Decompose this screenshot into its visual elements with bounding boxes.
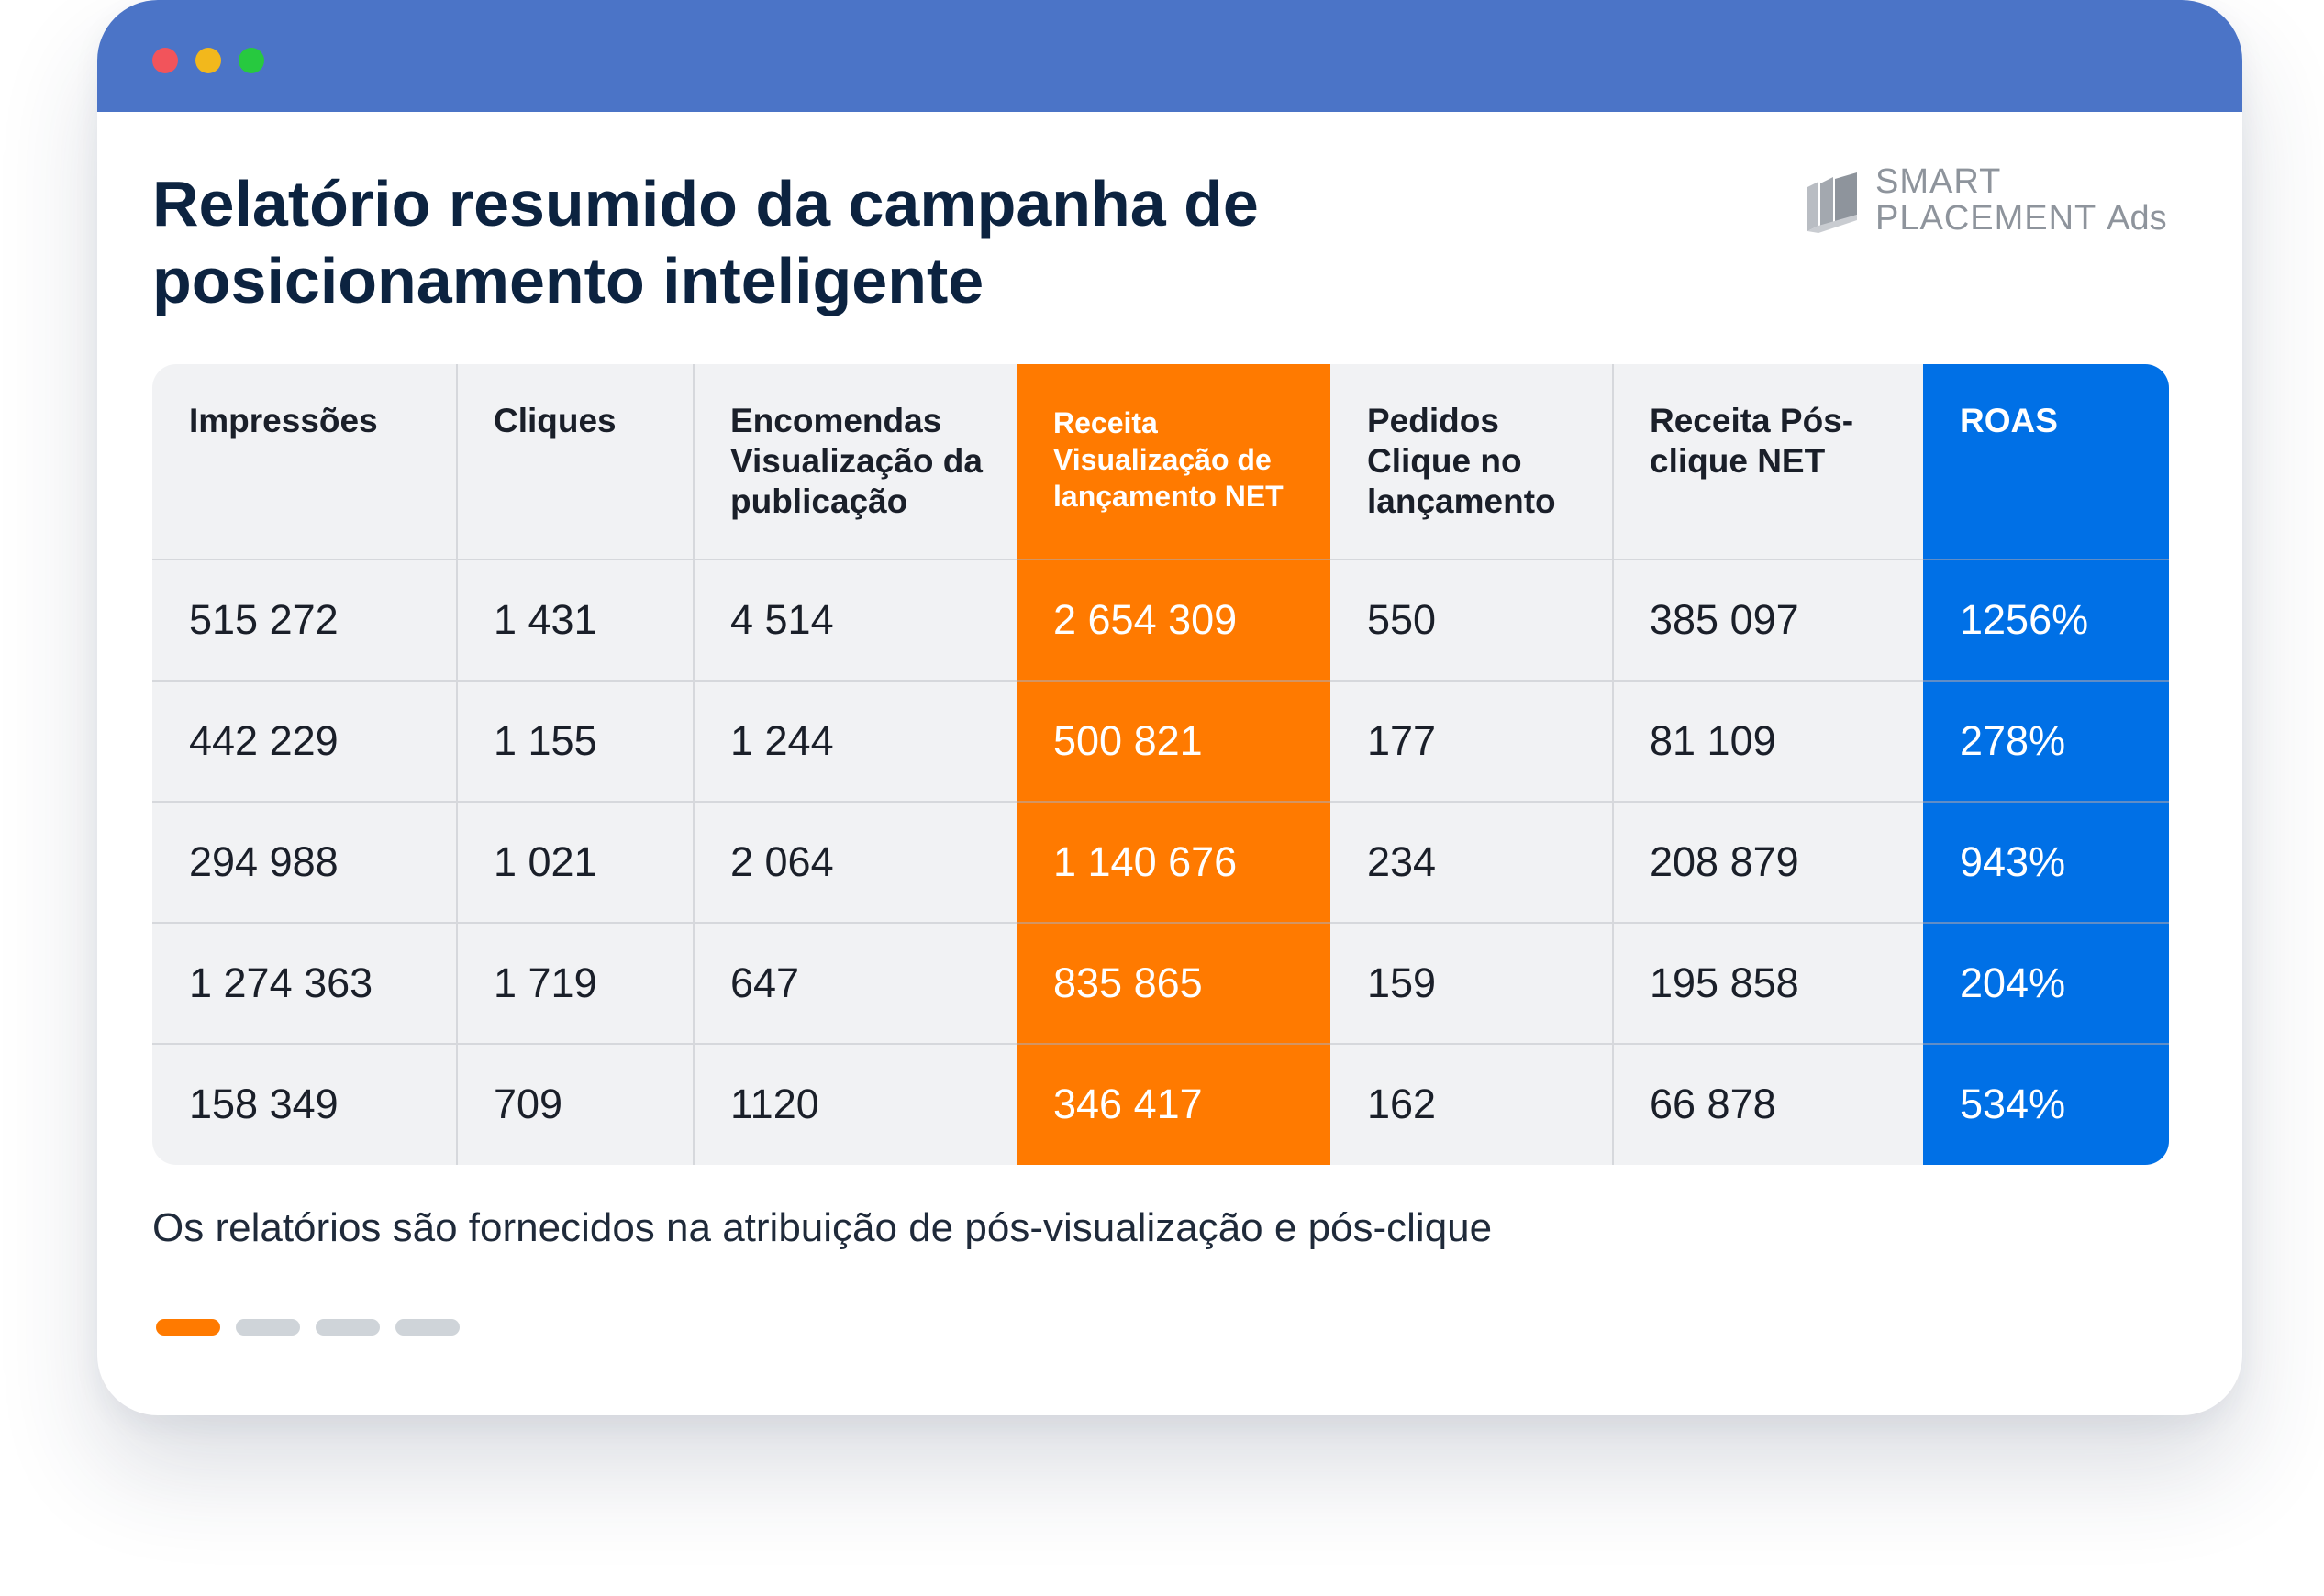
- row-divider-highlight: [1017, 680, 1330, 682]
- column-header: Encomendas Visualização da publicação: [730, 402, 983, 520]
- table-cell: 1 140 676: [1053, 838, 1238, 885]
- table-cell: 294 988: [189, 838, 339, 885]
- table-cell: 158 349: [189, 1081, 339, 1127]
- logo-line-2-main: PLACEMENT: [1875, 199, 2096, 238]
- table-cell: 1 155: [494, 717, 597, 764]
- row-divider-highlight: [1017, 1043, 1330, 1045]
- row-divider-highlight: [1923, 559, 2169, 560]
- table-cell: 1 431: [494, 596, 597, 643]
- table-cell: 278%: [1960, 717, 2066, 764]
- row-divider-highlight: [1923, 1043, 2169, 1045]
- row-divider-highlight: [1923, 680, 2169, 682]
- column-header: Receita Visualização de lançamento NET: [1053, 406, 1284, 513]
- attribution-note: Os relatórios são fornecidos na atribuiç…: [152, 1205, 1493, 1250]
- table-cell: 177: [1367, 717, 1437, 764]
- table-cell: 943%: [1960, 838, 2066, 885]
- revenue-view-column-bg: [1017, 364, 1330, 1165]
- table-cell: 442 229: [189, 717, 339, 764]
- minimize-window-dot[interactable]: [195, 48, 221, 73]
- table-cell: 195 858: [1650, 959, 1799, 1006]
- logo-line-2: PLACEMENT Ads: [1875, 200, 2206, 237]
- table-cell: 1120: [730, 1081, 819, 1127]
- row-divider-highlight: [1923, 801, 2169, 803]
- column-header: Impressões: [189, 402, 378, 439]
- close-window-dot[interactable]: [152, 48, 178, 73]
- campaign-summary-table: Impressões Cliques Encomendas Visualização…: [152, 364, 2169, 1165]
- table-cell: 500 821: [1053, 717, 1203, 764]
- smart-placement-logo: SMART PLACEMENT Ads: [1806, 163, 2191, 246]
- table-cell: 515 272: [189, 596, 339, 643]
- column-header: ROAS: [1960, 402, 2058, 439]
- row-divider-highlight: [1017, 922, 1330, 924]
- table-cell: 204%: [1960, 959, 2066, 1006]
- table-cell: 66 878: [1650, 1081, 1776, 1127]
- carousel-pager: [156, 1319, 468, 1337]
- table-cell: 162: [1367, 1081, 1437, 1127]
- column-header: Receita Pós-clique NET: [1650, 402, 1854, 480]
- row-divider-highlight: [1923, 922, 2169, 924]
- logo-line-1: SMART: [1875, 162, 2002, 201]
- table-cell: 1 021: [494, 838, 597, 885]
- table-cell: 835 865: [1053, 959, 1203, 1006]
- table-cell: 550: [1367, 596, 1437, 643]
- table-cell: 346 417: [1053, 1081, 1203, 1127]
- table-cell: 234: [1367, 838, 1437, 885]
- table-cell: 1 274 363: [189, 959, 373, 1006]
- column-divider: [456, 364, 458, 1165]
- page-title: Relatório resumido da campanha de posici…: [152, 168, 1259, 316]
- table-cell: 709: [494, 1081, 563, 1127]
- table-cell: 4 514: [730, 596, 834, 643]
- window-titlebar: [97, 0, 2242, 112]
- table-cell: 81 109: [1650, 717, 1776, 764]
- report-window: Relatório resumido da campanha de posici…: [97, 0, 2242, 1415]
- table-cell: 1 244: [730, 717, 834, 764]
- table-cell: 385 097: [1650, 596, 1799, 643]
- table-cell: 1 719: [494, 959, 597, 1006]
- pager-dot[interactable]: [316, 1319, 380, 1336]
- table-cell: 159: [1367, 959, 1437, 1006]
- table-grid: Impressões Cliques Encomendas Visualização…: [152, 364, 2169, 1165]
- column-header: Cliques: [494, 402, 617, 439]
- maximize-window-dot[interactable]: [239, 48, 264, 73]
- column-divider: [1612, 364, 1614, 1165]
- table-cell: 2 064: [730, 838, 834, 885]
- column-divider: [693, 364, 695, 1165]
- table-cell: 208 879: [1650, 838, 1799, 885]
- table-cell: 1256%: [1960, 596, 2089, 643]
- column-header: Pedidos Clique no lançamento: [1367, 402, 1556, 520]
- row-divider-highlight: [1017, 559, 1330, 560]
- table-cell: 647: [730, 959, 800, 1006]
- pager-dot[interactable]: [236, 1319, 300, 1336]
- pager-dot-active[interactable]: [156, 1319, 220, 1336]
- logo-line-2-suffix: Ads: [2107, 199, 2167, 238]
- row-divider-highlight: [1017, 801, 1330, 803]
- table-cell: 2 654 309: [1053, 596, 1238, 643]
- table-cell: 534%: [1960, 1081, 2066, 1127]
- stacked-panels-icon: [1807, 172, 1857, 233]
- pager-dot[interactable]: [395, 1319, 460, 1336]
- roas-column-bg: [1923, 364, 2169, 1165]
- logo-wordmark: SMART PLACEMENT Ads: [1875, 163, 2206, 237]
